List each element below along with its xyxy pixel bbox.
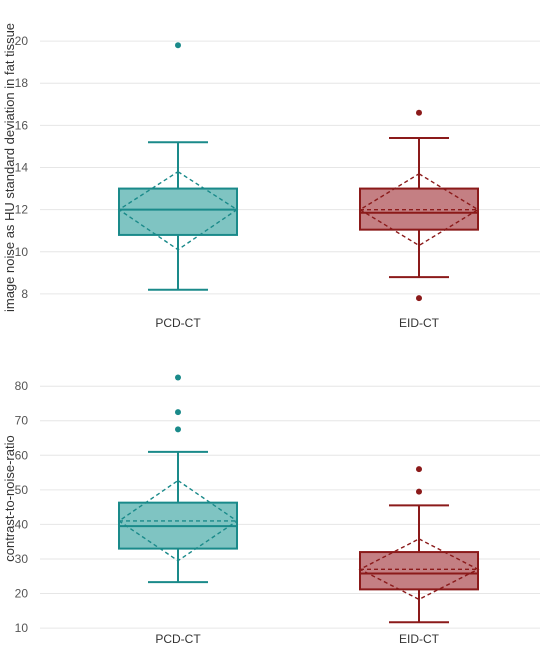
- y-tick-label: 20: [15, 34, 29, 48]
- box-pcd-ct: [117, 374, 239, 584]
- box-eid-ct: [358, 466, 480, 624]
- outlier-point: [175, 426, 181, 433]
- y-tick-label: 40: [15, 517, 29, 531]
- mean-diamond: [358, 538, 480, 601]
- outlier-point: [175, 409, 181, 416]
- outlier-point: [416, 295, 422, 302]
- category-label: PCD-CT: [155, 316, 201, 330]
- outlier-point: [416, 466, 422, 473]
- category-label: EID-CT: [399, 632, 440, 646]
- y-tick-label: 20: [15, 587, 29, 601]
- y-tick-label: 30: [15, 552, 29, 566]
- y-tick-label: 80: [15, 379, 29, 393]
- y-tick-label: 12: [15, 203, 29, 217]
- y-tick-label: 50: [15, 483, 29, 497]
- y-tick-label: 60: [15, 448, 29, 462]
- cnr-boxplot-panel: 10 20 30 40 50 60 70 80 contrast-to-noise-ratio P…: [2, 374, 540, 646]
- box-pcd-ct: [117, 42, 239, 291]
- y-tick-label: 14: [15, 161, 29, 175]
- box-eid-ct: [358, 109, 480, 302]
- outlier-point: [416, 488, 422, 495]
- mean-diamond: [117, 479, 239, 562]
- category-label: PCD-CT: [155, 632, 201, 646]
- y-tick-label: 10: [15, 245, 29, 259]
- iqr-box: [118, 187, 238, 236]
- category-label: EID-CT: [399, 316, 440, 330]
- outlier-point: [416, 109, 422, 116]
- y-tick-label: 10: [15, 621, 29, 635]
- mean-diamond: [117, 170, 239, 251]
- outlier-point: [175, 374, 181, 381]
- y-axis-title: contrast-to-noise-ratio: [2, 435, 17, 561]
- iqr-box: [359, 551, 479, 591]
- outlier-point: [175, 42, 181, 49]
- y-tick-label: 70: [15, 414, 29, 428]
- y-axis-title: image noise as HU standard deviation in …: [2, 23, 17, 312]
- y-tick-label: 16: [15, 118, 29, 132]
- y-tick-label: 18: [15, 76, 29, 90]
- y-tick-label: 8: [21, 287, 28, 301]
